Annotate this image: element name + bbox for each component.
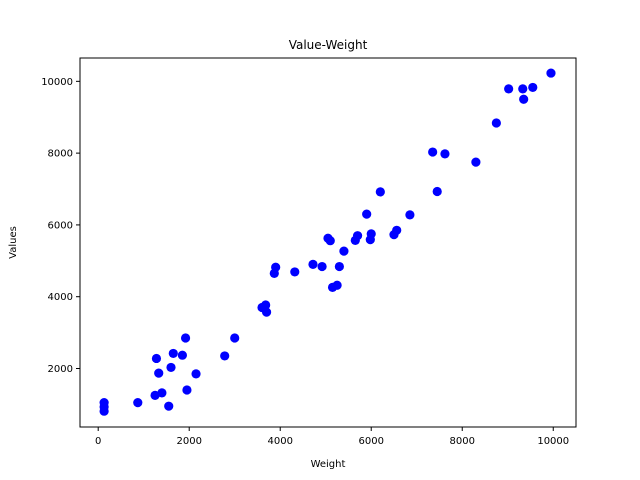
data-point [164, 402, 173, 411]
data-point [166, 363, 175, 372]
data-point [262, 308, 271, 317]
data-point [157, 388, 166, 397]
data-point [182, 385, 191, 394]
data-point [133, 398, 142, 407]
data-point [230, 333, 239, 342]
data-point [367, 229, 376, 238]
data-point [178, 351, 187, 360]
data-point [290, 267, 299, 276]
data-point [428, 147, 437, 156]
x-tick-label: 0 [95, 436, 101, 447]
chart-title: Value-Weight [289, 38, 368, 52]
data-point [100, 407, 109, 416]
data-point [154, 369, 163, 378]
data-point [326, 236, 335, 245]
y-tick-label: 6000 [48, 220, 73, 231]
data-point [335, 262, 344, 271]
data-point [220, 351, 229, 360]
data-point [152, 354, 161, 363]
data-point [191, 369, 200, 378]
data-point [546, 68, 555, 77]
x-axis-label: Weight [311, 459, 346, 470]
x-tick-label: 4000 [267, 436, 292, 447]
data-point [333, 281, 342, 290]
data-point [405, 210, 414, 219]
data-point [504, 84, 513, 93]
data-point [392, 226, 401, 235]
data-point [271, 263, 280, 272]
y-tick-label: 8000 [48, 149, 73, 160]
y-axis-label: Values [8, 226, 19, 259]
data-point [376, 187, 385, 196]
data-point [308, 260, 317, 269]
data-point [181, 333, 190, 342]
x-tick-label: 10000 [537, 436, 569, 447]
y-tick-label: 2000 [48, 364, 73, 375]
data-point [169, 349, 178, 358]
data-point [471, 157, 480, 166]
x-tick-label: 6000 [359, 436, 384, 447]
data-point [492, 118, 501, 127]
y-tick-label: 4000 [48, 292, 73, 303]
x-tick-label: 8000 [450, 436, 475, 447]
data-point [518, 84, 527, 93]
x-tick-label: 2000 [176, 436, 201, 447]
data-point [339, 247, 348, 256]
data-point [317, 262, 326, 271]
y-tick-label: 10000 [41, 77, 73, 88]
data-point [528, 83, 537, 92]
data-point [519, 95, 528, 104]
data-point [440, 149, 449, 158]
data-point [353, 231, 362, 240]
data-point [362, 210, 371, 219]
data-point [433, 187, 442, 196]
